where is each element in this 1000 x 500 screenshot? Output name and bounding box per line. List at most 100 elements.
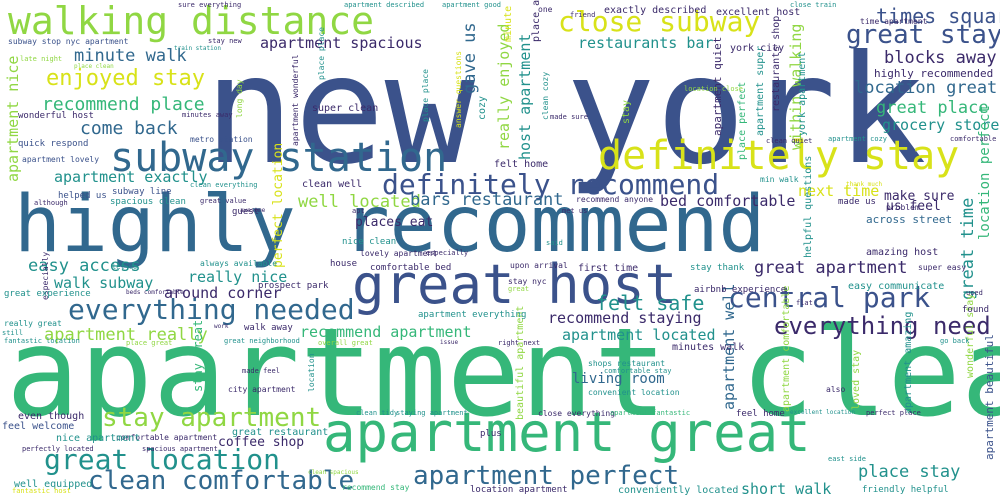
word-plus: plus (480, 429, 502, 439)
word-apartment-everything: apartment everything (418, 310, 527, 320)
word-upon-arrival: upon arrival (510, 261, 568, 270)
word-close-subway: close subway (558, 5, 761, 38)
word-everything-needed: everything needed (68, 293, 355, 326)
word-felt-safe: felt safe (596, 291, 705, 315)
word-location-close: apartment cozy (828, 135, 888, 143)
word-shops-restaurant: shops restaurant (588, 359, 666, 368)
word-definitely-stay: definitely stay (598, 133, 960, 179)
word-across-street: across street (866, 213, 953, 226)
word-enjoyed-stay: enjoyed stay (46, 66, 205, 91)
word-short-walk: short walk (741, 480, 832, 498)
word-said: late night (20, 55, 63, 63)
word-stay-new: stay new (208, 37, 242, 45)
word-apartment-quiet: stay (621, 99, 632, 124)
word-public-transportation: place perfect (737, 81, 748, 160)
word-easy-communicate: easy communicate (848, 281, 945, 292)
word-made-feel: made feel (242, 367, 280, 375)
word-thank-much: excellent location (790, 409, 856, 416)
word-sure-everything: sure everything (178, 1, 242, 9)
word-beds-comfortable: place great (126, 339, 173, 347)
word-great-host: great host (352, 253, 678, 316)
word-helpful-questions: answer questions (454, 50, 463, 128)
word-even-though: even though (18, 411, 85, 422)
word-apartment-cozy: comfortable clean (950, 135, 1000, 143)
word-clean-spacious: recommend stay (342, 483, 410, 492)
word-overall-great: issue (440, 339, 459, 346)
word-york-city: york city (730, 43, 785, 54)
word-go-back: east side (828, 455, 866, 463)
word-come-back: come back (80, 118, 178, 139)
word-subway-stop-nyc-apartment: subway stop nyc apartment (8, 37, 129, 46)
word-comfortable-apartment: comfortable apartment (116, 433, 218, 442)
word-airbnb-experience: airbnb experience (694, 285, 787, 295)
word-place-great: great neighborhood (224, 337, 300, 345)
word-blocks-away: blocks away (884, 48, 997, 68)
word-great-location: great location (44, 443, 281, 476)
word-awesome: work (214, 323, 229, 330)
word-min-walk: min walk (760, 175, 799, 184)
word-east-village: apartment comfortable (781, 285, 792, 412)
word-apartment-amazing: apartment wonderful (291, 54, 300, 146)
word-minutes-walk: minutes walk (672, 342, 745, 353)
word-living-room: living room (572, 371, 665, 387)
word-guest: guest (232, 207, 260, 217)
word-found: found (962, 305, 990, 315)
word-view: awesome (240, 207, 266, 214)
word-well-located: well located (298, 192, 421, 212)
word-definitely-recommend: definitely recommend (382, 168, 720, 201)
word-walk-away: walk away (244, 323, 293, 333)
word-made-us: made us (838, 197, 876, 207)
word-make-sure: make sure (884, 189, 955, 204)
word-host-apartment: host apartment (516, 33, 534, 160)
word-let-us: also (826, 385, 846, 394)
word-problem: problem (886, 203, 920, 212)
word-staying-apartment: staying apartment (396, 409, 468, 417)
word-convenient-location: convenient location (588, 388, 680, 397)
word-us-feel: us feel (886, 199, 941, 214)
word-fantastic-host: clean spacious (308, 469, 359, 476)
word-used: clean quiet (766, 137, 813, 145)
word-perfectly-located: spacious apartment (142, 445, 218, 453)
word-great-time: great time (958, 197, 978, 300)
word-walking-distance: walking distance (8, 0, 375, 43)
word-super-easy: flat (796, 299, 813, 307)
word-around-corner: around corner (164, 284, 282, 302)
word-late-night: minutes away (182, 111, 233, 119)
word-excellent-location: perfect place (866, 409, 921, 417)
word-spacious-apartment: fantastic host (12, 487, 72, 495)
word-clean-quiet: great (508, 285, 530, 293)
word-place-clean: place clean (74, 63, 114, 70)
word-made-sure: restaurants shop (771, 15, 782, 112)
word-exactly-described: exactly described (604, 5, 707, 16)
word-nice-apartment: nice apartment (56, 433, 141, 444)
word-cozy: minute subway (503, 0, 514, 42)
word-stay-thank: stay thank (690, 263, 745, 273)
word-helped-us: helped us (58, 191, 107, 201)
word-work: friend (570, 11, 596, 19)
word-apartment-clean: apartment clean (6, 302, 1000, 444)
word-really-enjoyed: really enjoyed (495, 23, 513, 150)
word-apartment-super: beautiful apartment (515, 305, 526, 420)
word-one: made sure (550, 113, 588, 121)
word-easy-walk: especially (426, 249, 469, 257)
word-really-nice: really nice (188, 268, 288, 286)
word-friendly-helpful: friendly helpful (862, 485, 949, 495)
word-apartment-comfortable: cozy (477, 95, 488, 120)
word-super-clean: super clean (312, 103, 379, 114)
word-answer-questions: location (307, 353, 316, 392)
word-metro-station: metro station (190, 135, 253, 144)
word-gave-us: gave us (460, 22, 480, 94)
word-places-eat: places eat (355, 215, 434, 230)
word-highly-recommend: highly recommend (14, 180, 766, 270)
word-stay-apartment: stay apartment (102, 403, 322, 433)
word-everything-need: everything need (774, 312, 991, 340)
word-recommend-apartment: recommend apartment (300, 323, 472, 341)
word-bars-restaurant: bars restaurant (410, 190, 564, 210)
word-friend: one (538, 5, 553, 14)
word-perfect-place: go back (940, 337, 970, 345)
word-clean-tidy: clean tidy (356, 409, 399, 417)
word-stay-great: stay great (191, 319, 205, 392)
word-train-station: although (34, 199, 68, 207)
word-really-great: really great (4, 319, 62, 328)
